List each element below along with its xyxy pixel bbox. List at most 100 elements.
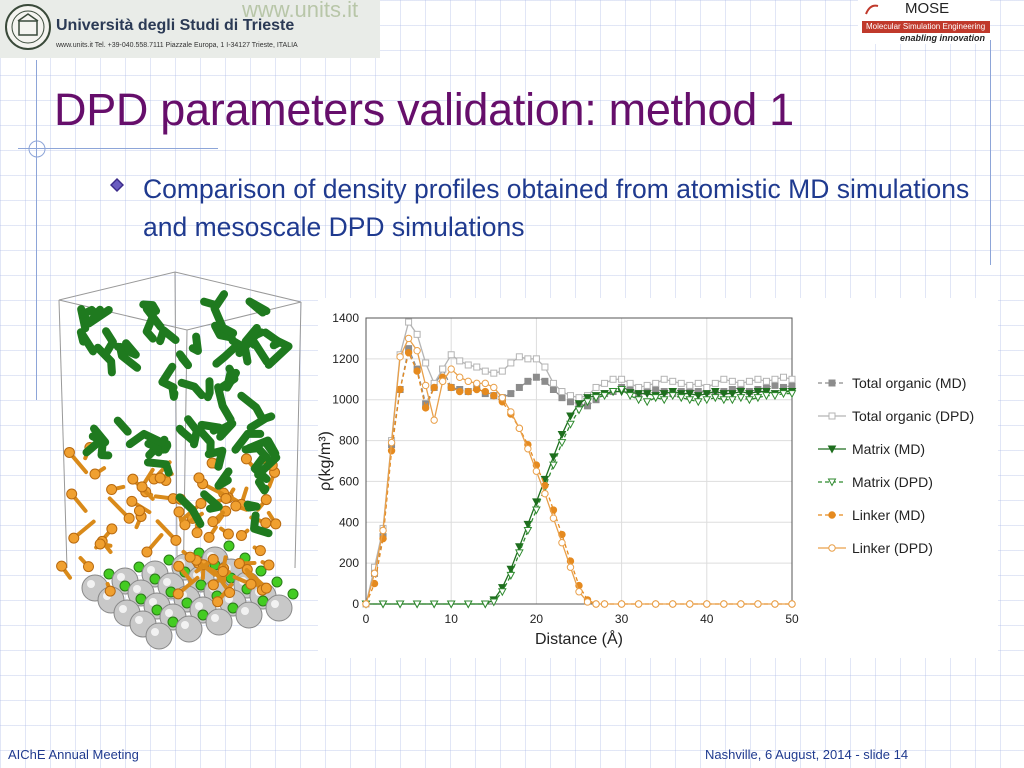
matrix-chain xyxy=(125,429,166,449)
linker-atom xyxy=(106,523,118,535)
data-point xyxy=(591,394,601,403)
mose-swirl-icon xyxy=(865,4,879,15)
data-point xyxy=(515,549,524,558)
linker-atom xyxy=(191,527,203,539)
legend-label: Matrix (MD) xyxy=(852,441,925,457)
y-axis-label: ρ(kg/m³) xyxy=(318,431,334,491)
linker-atom xyxy=(212,596,224,608)
data-point xyxy=(600,392,609,401)
data-point xyxy=(771,600,779,608)
linker-atom xyxy=(173,560,185,572)
y-tick-label: 400 xyxy=(339,515,359,529)
data-point xyxy=(447,365,455,373)
linker-atom xyxy=(207,516,219,528)
data-point xyxy=(677,379,685,387)
data-point xyxy=(446,600,456,609)
data-point xyxy=(669,377,677,385)
data-point xyxy=(507,390,515,398)
matrix-chain xyxy=(254,439,281,479)
matrix-chain xyxy=(139,300,161,315)
decor-horizontal-line xyxy=(18,148,218,149)
matrix-chain xyxy=(156,326,180,346)
matrix-chain xyxy=(177,378,206,400)
linker-atom xyxy=(126,495,138,507)
data-point xyxy=(659,396,669,405)
x-axis-label: Distance (Å) xyxy=(535,629,623,648)
matrix-chain xyxy=(168,382,179,401)
substrate-sphere xyxy=(235,601,263,629)
data-point xyxy=(659,390,669,399)
data-point xyxy=(489,598,499,607)
linker-atom xyxy=(217,566,229,578)
linker-atom xyxy=(136,481,148,493)
matrix-chain xyxy=(210,304,238,338)
legend-marker xyxy=(828,544,836,552)
data-point xyxy=(669,600,677,608)
data-point xyxy=(592,383,600,391)
data-point xyxy=(507,359,515,367)
legend-marker xyxy=(828,379,836,387)
data-point xyxy=(549,453,558,462)
data-point xyxy=(643,381,651,389)
linker-atom xyxy=(207,579,219,591)
y-tick-label: 800 xyxy=(339,434,359,448)
data-point xyxy=(617,600,626,608)
matrix-chain xyxy=(250,511,273,538)
data-point xyxy=(524,377,532,385)
data-point xyxy=(566,563,575,571)
data-point xyxy=(762,377,770,385)
linker-atom xyxy=(104,585,116,597)
legend-label: Total organic (DPD) xyxy=(852,408,974,424)
linker-atom xyxy=(184,551,196,563)
data-point xyxy=(464,387,472,396)
linker-atom xyxy=(260,517,272,529)
data-point xyxy=(481,387,489,396)
data-point xyxy=(737,379,745,387)
data-point xyxy=(557,430,567,439)
molecular-snapshot-image xyxy=(56,271,302,650)
data-point xyxy=(668,392,678,401)
linker-atom xyxy=(254,545,266,557)
legend-label: Linker (MD) xyxy=(852,507,925,523)
x-tick-label: 40 xyxy=(700,612,714,626)
data-point xyxy=(506,571,516,580)
data-point xyxy=(532,355,540,363)
data-point xyxy=(566,412,575,421)
matrix-chain xyxy=(214,467,233,490)
data-point xyxy=(634,390,643,399)
footer-event: AIChE Annual Meeting xyxy=(8,747,139,762)
matrix-chain xyxy=(102,327,117,358)
linker-atom xyxy=(123,512,135,524)
data-point xyxy=(634,396,643,405)
data-point xyxy=(583,598,592,606)
legend-item: Linker (MD) xyxy=(818,507,925,523)
x-tick-label: 10 xyxy=(445,612,459,626)
data-point xyxy=(412,600,422,609)
data-point xyxy=(788,600,796,608)
x-tick-label: 30 xyxy=(615,612,629,626)
substrate-spheres xyxy=(81,540,299,650)
data-point xyxy=(404,334,413,343)
data-point xyxy=(490,383,498,392)
data-point xyxy=(600,600,609,608)
matrix-chain xyxy=(175,350,193,370)
data-point xyxy=(574,400,584,409)
linker-atom xyxy=(193,472,205,484)
series-line xyxy=(365,337,792,605)
footer-location-slide: Nashville, 6 August, 2014 - slide 14 xyxy=(705,747,909,762)
matrix-chain xyxy=(175,424,198,446)
university-seal-icon xyxy=(5,4,51,50)
matrix-chain xyxy=(84,305,113,328)
data-point xyxy=(387,438,396,447)
data-point xyxy=(430,416,438,424)
matrix-chain xyxy=(203,377,214,402)
data-point xyxy=(456,387,464,396)
data-point xyxy=(464,361,472,369)
linker-atom xyxy=(222,528,234,540)
data-point xyxy=(710,388,720,397)
bullet-text: Comparison of density profiles obtained … xyxy=(143,174,970,242)
matrix-chain xyxy=(231,429,265,454)
data-point xyxy=(609,375,617,383)
sphere-highlight xyxy=(149,598,157,606)
data-point xyxy=(745,396,754,405)
